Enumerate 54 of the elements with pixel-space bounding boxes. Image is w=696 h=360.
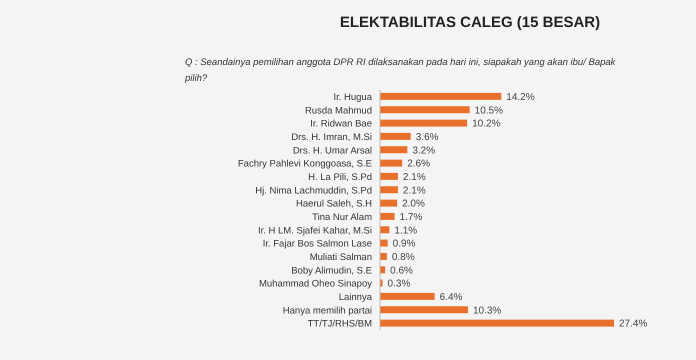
data-label: 10.2% bbox=[472, 118, 501, 130]
y-tick-label: Boby Alimudin, S.E bbox=[291, 265, 372, 276]
y-tick-label: Lainnya bbox=[338, 292, 373, 304]
data-label: 3.6% bbox=[416, 132, 439, 143]
data-label: 2.6% bbox=[407, 158, 430, 170]
data-label: 2.1% bbox=[402, 185, 426, 196]
bar bbox=[380, 212, 395, 220]
data-label: 0.8% bbox=[392, 252, 415, 263]
y-tick-label: Fachry Pahlevi Konggoasa, S.E bbox=[238, 158, 372, 170]
y-tick-label: TT/TJ/RHS/BM bbox=[308, 318, 372, 330]
data-label: 6.4% bbox=[440, 292, 463, 303]
y-tick-label: Hanya memilih partai bbox=[282, 305, 372, 316]
data-label: 10.3% bbox=[472, 305, 502, 316]
data-label: 0.6% bbox=[390, 265, 414, 276]
y-tick-label: Rusda Mahmud bbox=[304, 105, 372, 116]
y-tick-label: Haerul Saleh, S.H bbox=[296, 198, 372, 210]
bar bbox=[380, 252, 387, 260]
y-tick-label: Tina Nur Alam bbox=[312, 212, 372, 224]
data-label: 2.1% bbox=[402, 172, 426, 183]
y-tick-label: Ir. H LM. Sjafei Kahar, M.Si bbox=[258, 225, 372, 236]
bar bbox=[380, 320, 614, 327]
y-tick-label: Drs. H. Imran, M.Si bbox=[291, 132, 372, 144]
y-tick-label: Ir. Hugua bbox=[333, 92, 373, 104]
y-tick-label: Hj. Nima Lachmuddin, S.Pd bbox=[255, 185, 372, 196]
data-label: 2.0% bbox=[402, 198, 425, 210]
bar bbox=[380, 172, 398, 180]
data-label: 0.9% bbox=[392, 238, 416, 250]
y-tick-label: Drs. H. Umar Arsal bbox=[292, 145, 372, 156]
bar bbox=[380, 132, 411, 140]
bar bbox=[380, 226, 390, 234]
data-label: 1.7% bbox=[400, 212, 422, 223]
bar bbox=[380, 120, 468, 127]
bar bbox=[380, 292, 435, 300]
data-label: 14.2% bbox=[506, 92, 535, 103]
y-tick-label: Muhammad Oheo Sinapoy bbox=[258, 278, 372, 290]
bar bbox=[380, 160, 402, 167]
data-label: 27.4% bbox=[619, 318, 648, 330]
data-label: 10.5% bbox=[474, 105, 504, 116]
chart-title: ELEKTABILITAS CALEG (15 BESAR) bbox=[338, 14, 602, 31]
y-tick-label: Muliati Salman bbox=[310, 252, 372, 264]
y-tick-label: Ir. Ridwan Bae bbox=[310, 118, 372, 130]
bar bbox=[380, 186, 398, 194]
bar bbox=[380, 146, 408, 154]
y-tick-label: Ir. Fajar Bos Salmon Lase bbox=[262, 238, 372, 250]
data-label: 3.2% bbox=[412, 145, 436, 156]
chart-subtitle: Q : Seandainya pemilihan anggota DPR RI dilaksanakan pada hari ini, siapakah yang akan ibu/ Bapak pilih? bbox=[185, 56, 616, 86]
bar bbox=[380, 92, 502, 100]
y-tick-label: H. La Pili, S.Pd bbox=[308, 172, 372, 184]
data-label: 1.1% bbox=[394, 225, 418, 236]
bar bbox=[380, 306, 468, 314]
data-label: 0.3% bbox=[388, 278, 410, 290]
bar bbox=[380, 106, 470, 114]
bar bbox=[380, 200, 398, 207]
bar bbox=[380, 240, 388, 247]
